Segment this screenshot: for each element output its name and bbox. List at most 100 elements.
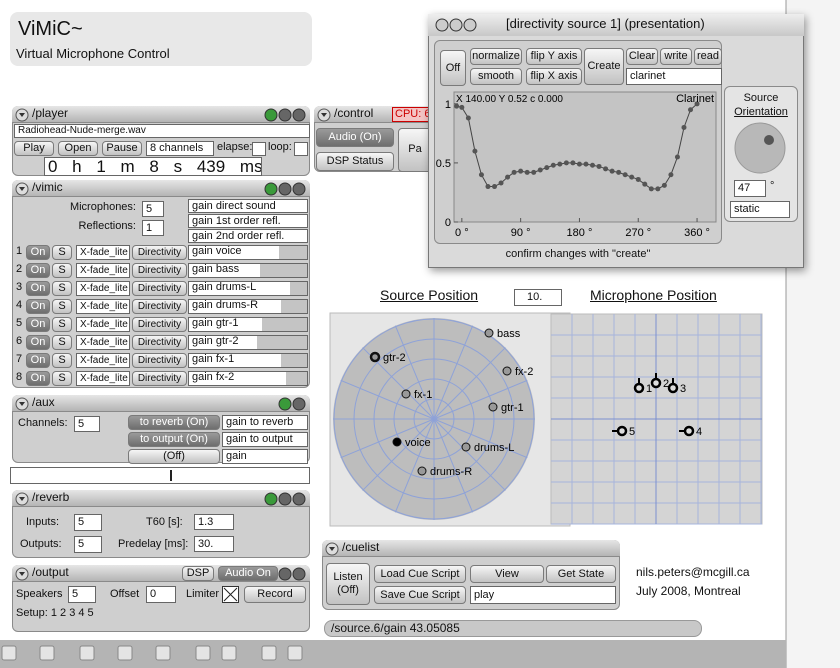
gain-slider[interactable]: gain fx-1 [188, 353, 308, 368]
toolbar-icon [287, 645, 303, 661]
xfade-field[interactable]: X-fade_lite [76, 353, 130, 368]
elapse-checkbox[interactable] [252, 142, 266, 156]
directivity-button[interactable]: Directivity [132, 245, 187, 260]
channels-field[interactable]: 8 channels [146, 141, 214, 156]
directivity-button[interactable]: Directivity [132, 263, 187, 278]
gain-slider[interactable]: gain voice [188, 245, 308, 260]
write-button[interactable]: write [660, 48, 692, 65]
send-gain[interactable]: gain [222, 449, 308, 464]
gain-slider[interactable]: gain drums-L [188, 281, 308, 296]
on-button[interactable]: On [26, 245, 50, 260]
off-button[interactable]: Off [440, 50, 466, 86]
solo-button[interactable]: S [52, 299, 72, 314]
send-gain[interactable]: gain to reverb [222, 415, 308, 430]
gain-field[interactable]: gain direct sound [188, 199, 308, 213]
outputs-field[interactable]: 5 [74, 536, 102, 553]
directivity-button[interactable]: Directivity [132, 335, 187, 350]
toggle-arrow [329, 547, 335, 551]
script-menu[interactable]: play [470, 586, 616, 604]
reflections-field[interactable]: 1 [142, 220, 164, 236]
mode-menu[interactable]: static [730, 201, 790, 218]
open-button[interactable]: Open [58, 141, 98, 156]
predelay-field[interactable]: 30. [194, 536, 234, 552]
panel-icon [278, 567, 292, 581]
gain-slider[interactable]: gain gtr-1 [188, 317, 308, 332]
directivity-button[interactable]: Directivity [132, 317, 187, 332]
clear-button[interactable]: Clear [626, 48, 658, 65]
directivity-button[interactable]: Directivity [132, 371, 187, 386]
gain-slider[interactable]: gain gtr-2 [188, 335, 308, 350]
pause-button[interactable]: Pause [102, 141, 142, 156]
on-button[interactable]: On [26, 281, 50, 296]
directivity-button[interactable]: Directivity [132, 353, 187, 368]
send-button[interactable]: to output (On) [128, 432, 220, 447]
flip-x-button[interactable]: flip X axis [526, 68, 582, 85]
xfade-field[interactable]: X-fade_lite [76, 335, 130, 350]
inputs-field[interactable]: 5 [74, 514, 102, 531]
view-button[interactable]: View [470, 565, 544, 583]
read-button[interactable]: read [694, 48, 722, 65]
pan-button[interactable]: Pa [398, 128, 432, 172]
speakers-field[interactable]: 5 [68, 586, 96, 603]
xfade-field[interactable]: X-fade_lite [76, 245, 130, 260]
solo-button[interactable]: S [52, 281, 72, 296]
load-cue-button[interactable]: Load Cue Script [374, 565, 466, 583]
mic [616, 425, 628, 437]
audio-on-button[interactable]: Audio On [218, 566, 278, 581]
gain-slider[interactable]: gain fx-2 [188, 371, 308, 386]
directivity-button[interactable]: Directivity [132, 281, 187, 296]
on-button[interactable]: On [26, 353, 50, 368]
channels-field[interactable]: 5 [74, 416, 100, 432]
solo-button[interactable]: S [52, 353, 72, 368]
solo-button[interactable]: S [52, 371, 72, 386]
audio-button[interactable]: Audio (On) [316, 128, 394, 147]
on-button[interactable]: On [26, 263, 50, 278]
smooth-button[interactable]: smooth [470, 68, 522, 85]
send-gain[interactable]: gain to output [222, 432, 308, 447]
play-button[interactable]: Play [14, 141, 54, 156]
mic-label: 5 [629, 426, 635, 438]
listen-button[interactable]: Listen (Off) [326, 563, 370, 605]
get-state-button[interactable]: Get State [546, 565, 616, 583]
dsp-button[interactable]: DSP [182, 566, 214, 581]
xfade-field[interactable]: X-fade_lite [76, 263, 130, 278]
gain-field[interactable]: gain 1st order refl. [188, 214, 308, 228]
solo-button[interactable]: S [52, 263, 72, 278]
collapse-toggle [15, 108, 29, 122]
loop-checkbox[interactable] [294, 142, 308, 156]
on-button[interactable]: On [26, 371, 50, 386]
angle-field[interactable]: 47 [734, 180, 766, 197]
send-button[interactable]: to reverb (On) [128, 415, 220, 430]
on-button[interactable]: On [26, 299, 50, 314]
on-button[interactable]: On [26, 335, 50, 350]
xfade-field[interactable]: X-fade_lite [76, 281, 130, 296]
solo-button[interactable]: S [52, 245, 72, 260]
save-cue-button[interactable]: Save Cue Script [374, 586, 466, 604]
orientation-link[interactable]: Orientation [734, 106, 788, 118]
dsp-status-button[interactable]: DSP Status [316, 152, 394, 171]
record-button[interactable]: Record [244, 586, 306, 603]
xfade-field[interactable]: X-fade_lite [76, 317, 130, 332]
flip-y-button[interactable]: flip Y axis [526, 48, 582, 65]
microphones-field[interactable]: 5 [142, 201, 164, 217]
solo-button[interactable]: S [52, 335, 72, 350]
preset-menu[interactable]: clarinet [626, 68, 722, 85]
create-button[interactable]: Create [584, 48, 624, 85]
gain-slider[interactable]: gain bass [188, 263, 308, 278]
xfade-field[interactable]: X-fade_lite [76, 371, 130, 386]
panel-icon [292, 397, 306, 411]
directivity-button[interactable]: Directivity [132, 299, 187, 314]
gain-field[interactable]: gain 2nd order refl. [188, 229, 308, 243]
send-button[interactable]: (Off) [128, 449, 220, 464]
speakers-label: Speakers [16, 588, 63, 600]
on-button[interactable]: On [26, 317, 50, 332]
offset-field[interactable]: 0 [146, 586, 176, 603]
zoom-field[interactable]: 10. [514, 289, 562, 306]
xfade-field[interactable]: X-fade_lite [76, 299, 130, 314]
title-box [10, 12, 312, 66]
gain-slider[interactable]: gain drums-R [188, 299, 308, 314]
normalize-button[interactable]: normalize [470, 48, 522, 65]
t60-field[interactable]: 1.3 [194, 514, 234, 530]
solo-button[interactable]: S [52, 317, 72, 332]
